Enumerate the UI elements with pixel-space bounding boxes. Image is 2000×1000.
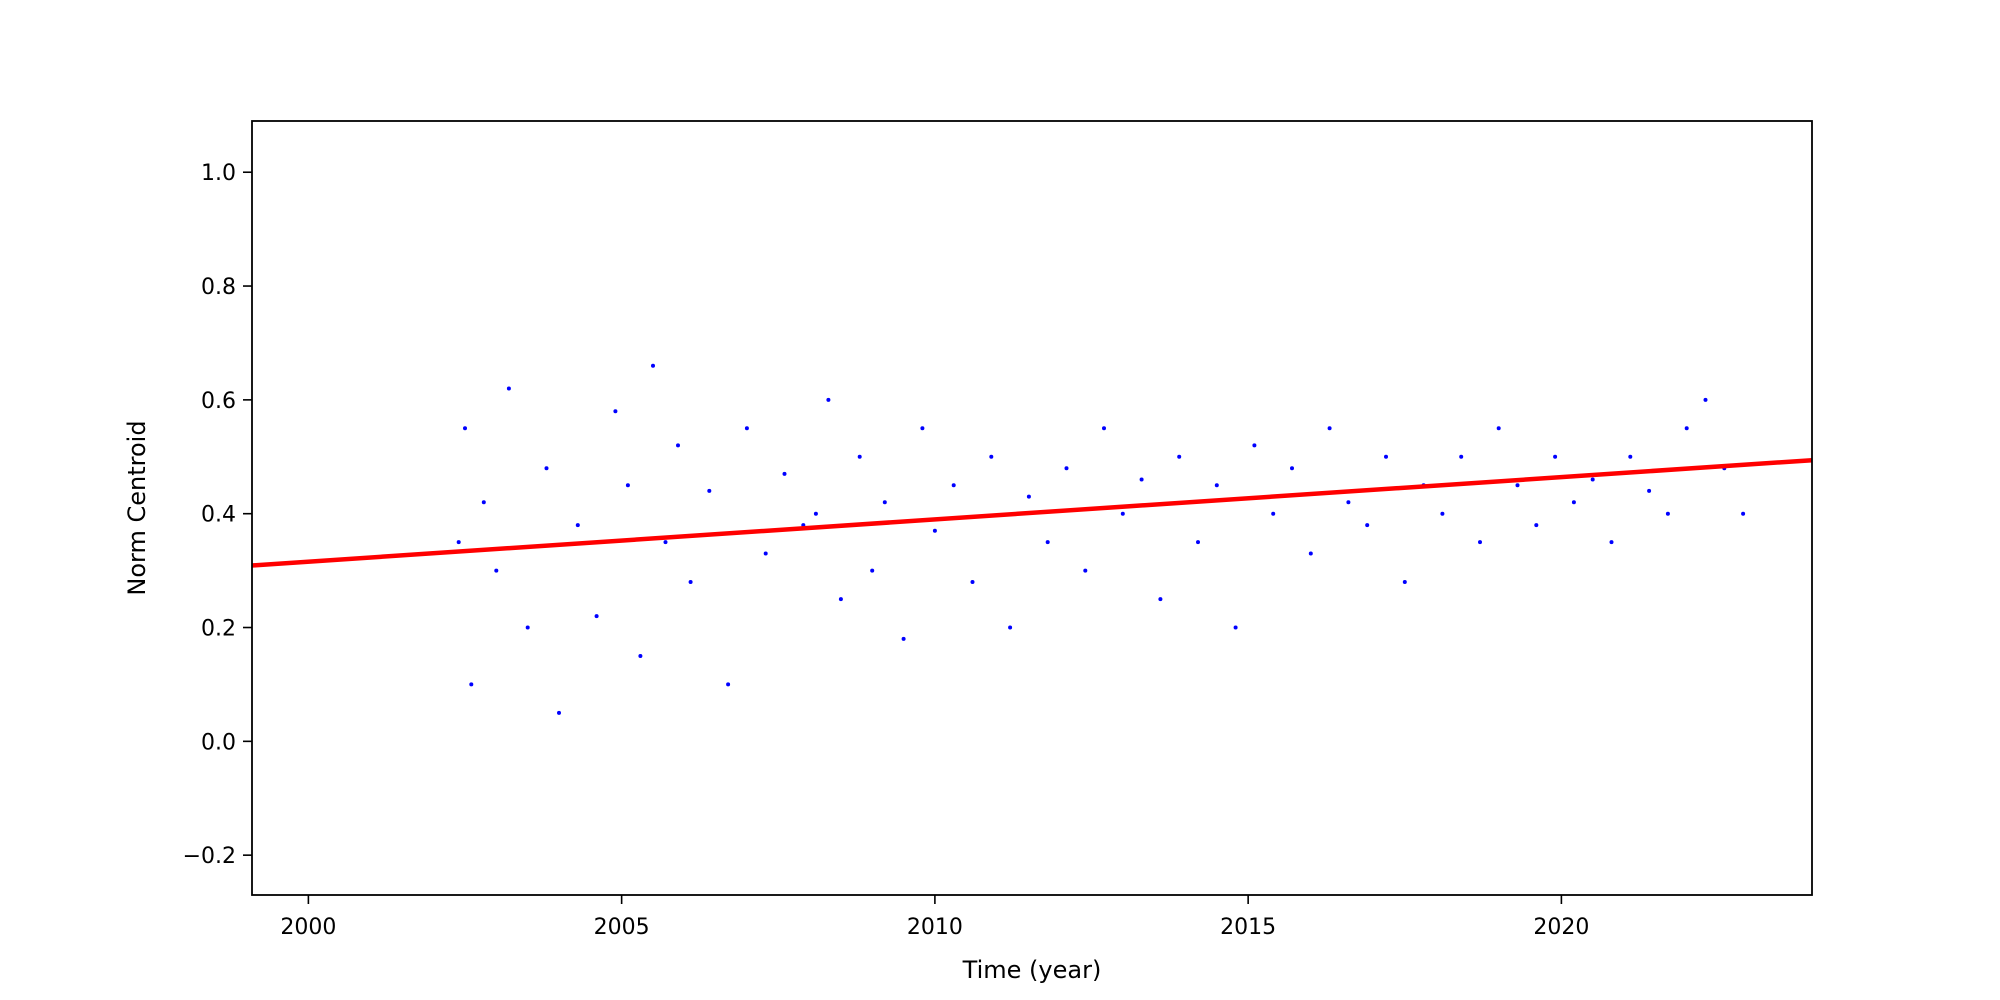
data-point — [932, 528, 937, 533]
data-point — [1327, 426, 1332, 431]
data-point — [920, 426, 925, 431]
y-tick-label: 1.0 — [201, 161, 236, 186]
data-point — [625, 483, 630, 488]
data-point — [494, 568, 499, 573]
data-point — [1045, 540, 1050, 545]
data-point — [1214, 483, 1219, 488]
y-axis-title: Norm Centroid — [123, 420, 151, 595]
y-tick-label: −0.2 — [183, 844, 236, 869]
x-tick-label: 2020 — [1533, 915, 1589, 940]
data-point — [1158, 597, 1163, 602]
data-point — [1308, 551, 1313, 556]
y-axis: −0.2 0.0 0.2 0.4 0.6 0.8 1.0 — [183, 161, 252, 869]
data-point — [726, 682, 731, 687]
data-point — [1628, 454, 1633, 459]
data-point — [1647, 488, 1652, 493]
data-point — [951, 483, 956, 488]
y-tick-label: 0.2 — [201, 617, 236, 642]
data-point — [1120, 511, 1125, 516]
data-point — [481, 500, 486, 505]
data-point — [1177, 454, 1182, 459]
data-point — [970, 580, 975, 584]
plot-frame — [251, 120, 1813, 896]
data-point — [613, 409, 618, 414]
data-point — [1139, 477, 1144, 482]
y-tick-label: 0.6 — [201, 389, 236, 414]
y-tick-label: 0.8 — [201, 275, 236, 300]
data-point — [1609, 540, 1614, 545]
x-tick-label: 2010 — [907, 915, 963, 940]
data-point — [813, 511, 818, 516]
data-point — [1252, 443, 1257, 448]
data-point — [1346, 500, 1351, 505]
data-point — [838, 597, 843, 602]
trend-line — [251, 457, 1813, 568]
data-point — [707, 488, 712, 493]
data-point — [1665, 511, 1670, 516]
data-point — [463, 426, 467, 431]
data-point — [901, 636, 906, 641]
data-point — [676, 443, 680, 448]
data-point — [1290, 466, 1294, 471]
x-tick-label: 2005 — [594, 915, 650, 940]
data-point — [1590, 477, 1595, 482]
data-point — [469, 682, 474, 687]
data-point — [1402, 580, 1407, 584]
data-point — [663, 540, 668, 545]
x-axis-title: Time (year) — [962, 956, 1102, 984]
data-point — [638, 654, 643, 658]
data-point — [1534, 523, 1539, 528]
data-point — [1684, 426, 1689, 431]
data-point — [1571, 500, 1576, 505]
data-point — [651, 363, 655, 368]
data-point — [1515, 483, 1520, 488]
data-point — [1008, 625, 1013, 630]
data-point — [594, 614, 599, 619]
data-point — [882, 500, 887, 505]
x-axis: 2000 2005 2010 2015 2020 — [280, 895, 1589, 940]
data-point — [575, 523, 580, 528]
data-point — [1083, 568, 1088, 573]
data-point — [688, 580, 693, 584]
data-point — [1496, 426, 1501, 431]
data-point — [1440, 511, 1445, 516]
data-point — [1478, 540, 1482, 545]
data-point — [782, 471, 787, 476]
data-point — [557, 710, 561, 715]
data-point — [1365, 523, 1370, 528]
data-point — [744, 426, 749, 431]
y-tick-label: 0.4 — [201, 503, 236, 528]
data-point — [506, 386, 511, 391]
data-point — [1741, 511, 1746, 516]
trend-line-group — [251, 457, 1813, 568]
data-point — [456, 540, 461, 545]
data-point — [1026, 494, 1031, 499]
data-point — [857, 454, 862, 459]
data-point — [525, 625, 530, 630]
data-point — [1064, 466, 1069, 471]
data-point — [1271, 511, 1276, 516]
y-tick-label: 0.0 — [201, 730, 236, 755]
scatter-points — [456, 363, 1746, 715]
data-point — [1553, 454, 1558, 459]
data-point — [544, 466, 549, 471]
x-tick-label: 2000 — [280, 915, 336, 940]
data-point — [1102, 426, 1106, 431]
data-point — [1233, 625, 1238, 630]
x-tick-label: 2015 — [1220, 915, 1276, 940]
data-point — [1384, 454, 1388, 459]
data-point — [763, 551, 768, 556]
data-point — [1459, 454, 1464, 459]
data-point — [826, 397, 831, 402]
data-point — [870, 568, 875, 573]
data-point — [1703, 397, 1708, 402]
data-point — [1196, 540, 1200, 545]
data-point — [989, 454, 994, 459]
